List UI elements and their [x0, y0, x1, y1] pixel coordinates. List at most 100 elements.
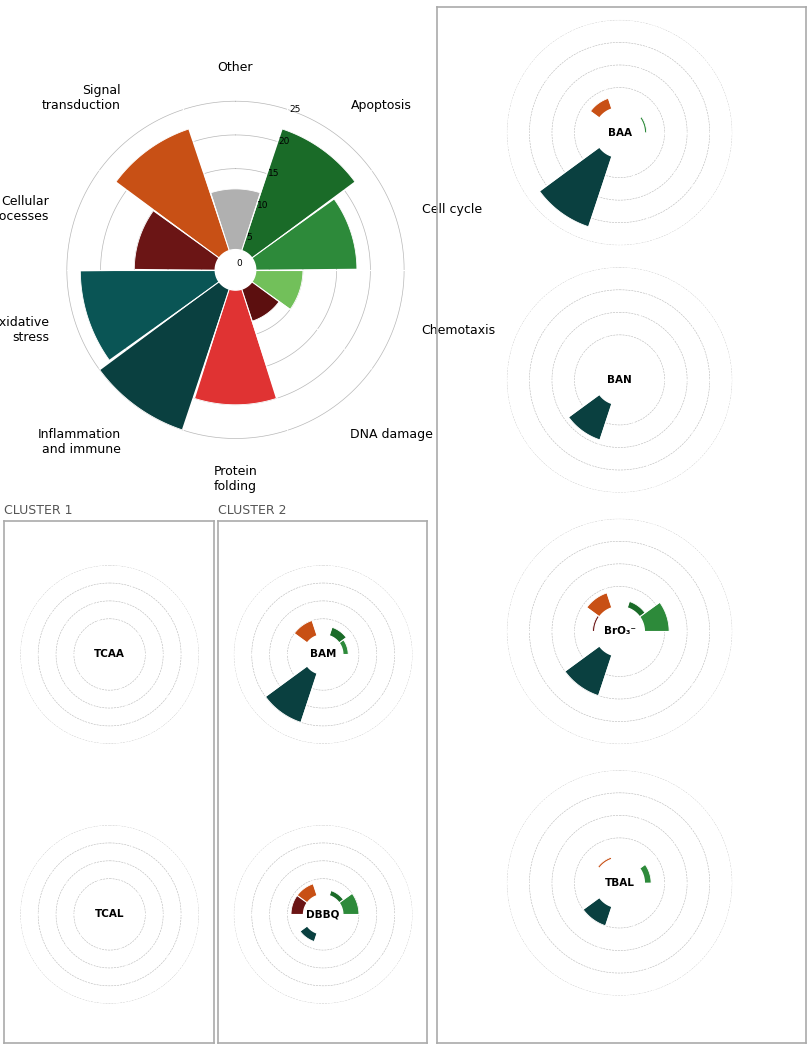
Polygon shape: [610, 375, 619, 380]
Polygon shape: [303, 895, 342, 934]
Polygon shape: [601, 123, 619, 133]
Polygon shape: [300, 914, 323, 941]
Text: 5: 5: [246, 234, 251, 242]
Polygon shape: [109, 645, 127, 654]
Polygon shape: [308, 647, 323, 654]
Text: CLUSTER 3: CLUSTER 3: [436, 0, 504, 3]
Polygon shape: [107, 914, 112, 921]
Polygon shape: [235, 270, 278, 321]
Polygon shape: [116, 129, 235, 270]
Text: 25: 25: [289, 106, 300, 114]
Polygon shape: [594, 858, 644, 908]
Polygon shape: [294, 620, 323, 654]
Text: 20: 20: [278, 137, 290, 147]
Polygon shape: [619, 882, 626, 892]
Polygon shape: [564, 631, 619, 696]
Polygon shape: [617, 882, 620, 888]
Text: 15: 15: [268, 170, 279, 178]
Text: CLUSTER 1: CLUSTER 1: [4, 504, 72, 517]
Text: Cellular
processes: Cellular processes: [0, 195, 49, 223]
Text: 0: 0: [236, 259, 242, 268]
Polygon shape: [80, 270, 235, 359]
Polygon shape: [619, 603, 668, 631]
Polygon shape: [195, 270, 276, 405]
Polygon shape: [303, 635, 342, 674]
Polygon shape: [109, 908, 115, 914]
Text: BAM: BAM: [310, 650, 336, 659]
Polygon shape: [619, 133, 626, 141]
Polygon shape: [101, 654, 109, 664]
Polygon shape: [601, 358, 619, 380]
Polygon shape: [235, 129, 354, 270]
Polygon shape: [235, 199, 357, 270]
Polygon shape: [101, 645, 109, 654]
Polygon shape: [610, 133, 619, 137]
Polygon shape: [235, 270, 303, 309]
Text: Apoptosis: Apoptosis: [350, 99, 411, 111]
Polygon shape: [619, 370, 637, 380]
Polygon shape: [265, 654, 323, 722]
Text: Cell cycle: Cell cycle: [421, 203, 481, 216]
Text: TCAL: TCAL: [95, 910, 124, 919]
Text: DBBQ: DBBQ: [306, 910, 340, 919]
Polygon shape: [90, 635, 129, 674]
Polygon shape: [594, 355, 644, 405]
Polygon shape: [619, 380, 622, 385]
Polygon shape: [590, 99, 619, 133]
Polygon shape: [215, 249, 255, 290]
Text: BrO₃⁻: BrO₃⁻: [603, 627, 635, 636]
Polygon shape: [320, 654, 325, 661]
Polygon shape: [619, 133, 633, 140]
Text: Signal
transduction: Signal transduction: [41, 84, 120, 111]
Text: TCAA: TCAA: [94, 650, 125, 659]
Polygon shape: [586, 593, 619, 631]
Polygon shape: [322, 651, 324, 654]
Polygon shape: [323, 640, 348, 654]
Polygon shape: [90, 895, 129, 934]
Polygon shape: [619, 380, 624, 383]
Polygon shape: [619, 602, 644, 631]
Polygon shape: [617, 878, 620, 882]
Text: DNA damage: DNA damage: [350, 429, 433, 441]
Polygon shape: [211, 189, 260, 270]
Polygon shape: [619, 111, 637, 133]
Text: BAN: BAN: [607, 375, 631, 385]
Polygon shape: [617, 128, 620, 133]
Polygon shape: [101, 904, 109, 914]
Polygon shape: [619, 371, 626, 380]
Polygon shape: [605, 875, 619, 882]
Polygon shape: [320, 908, 325, 914]
Polygon shape: [106, 653, 109, 654]
Text: CLUSTER 2: CLUSTER 2: [217, 504, 285, 517]
Polygon shape: [614, 631, 619, 634]
Polygon shape: [109, 911, 117, 914]
Polygon shape: [619, 631, 633, 639]
Polygon shape: [619, 882, 624, 886]
Text: Protein
folding: Protein folding: [213, 465, 257, 494]
Polygon shape: [619, 631, 633, 649]
Text: Oxidative
stress: Oxidative stress: [0, 316, 49, 345]
Polygon shape: [619, 866, 633, 882]
Polygon shape: [99, 654, 109, 660]
Polygon shape: [99, 914, 109, 920]
Text: Inflammation
and immune: Inflammation and immune: [37, 429, 120, 456]
Polygon shape: [323, 894, 358, 914]
Text: 10: 10: [256, 201, 268, 211]
Text: BAA: BAA: [607, 128, 631, 137]
Polygon shape: [107, 654, 112, 661]
Text: Other: Other: [217, 61, 253, 74]
Text: TBAL: TBAL: [604, 878, 633, 888]
Polygon shape: [323, 891, 343, 914]
Polygon shape: [617, 627, 620, 631]
Polygon shape: [323, 628, 345, 654]
Polygon shape: [597, 857, 619, 882]
Polygon shape: [100, 270, 235, 430]
Polygon shape: [320, 914, 325, 921]
Polygon shape: [619, 865, 650, 882]
Polygon shape: [323, 654, 326, 656]
Polygon shape: [592, 616, 619, 631]
Polygon shape: [290, 896, 323, 914]
Polygon shape: [617, 375, 620, 380]
Polygon shape: [320, 914, 323, 916]
Polygon shape: [614, 380, 619, 383]
